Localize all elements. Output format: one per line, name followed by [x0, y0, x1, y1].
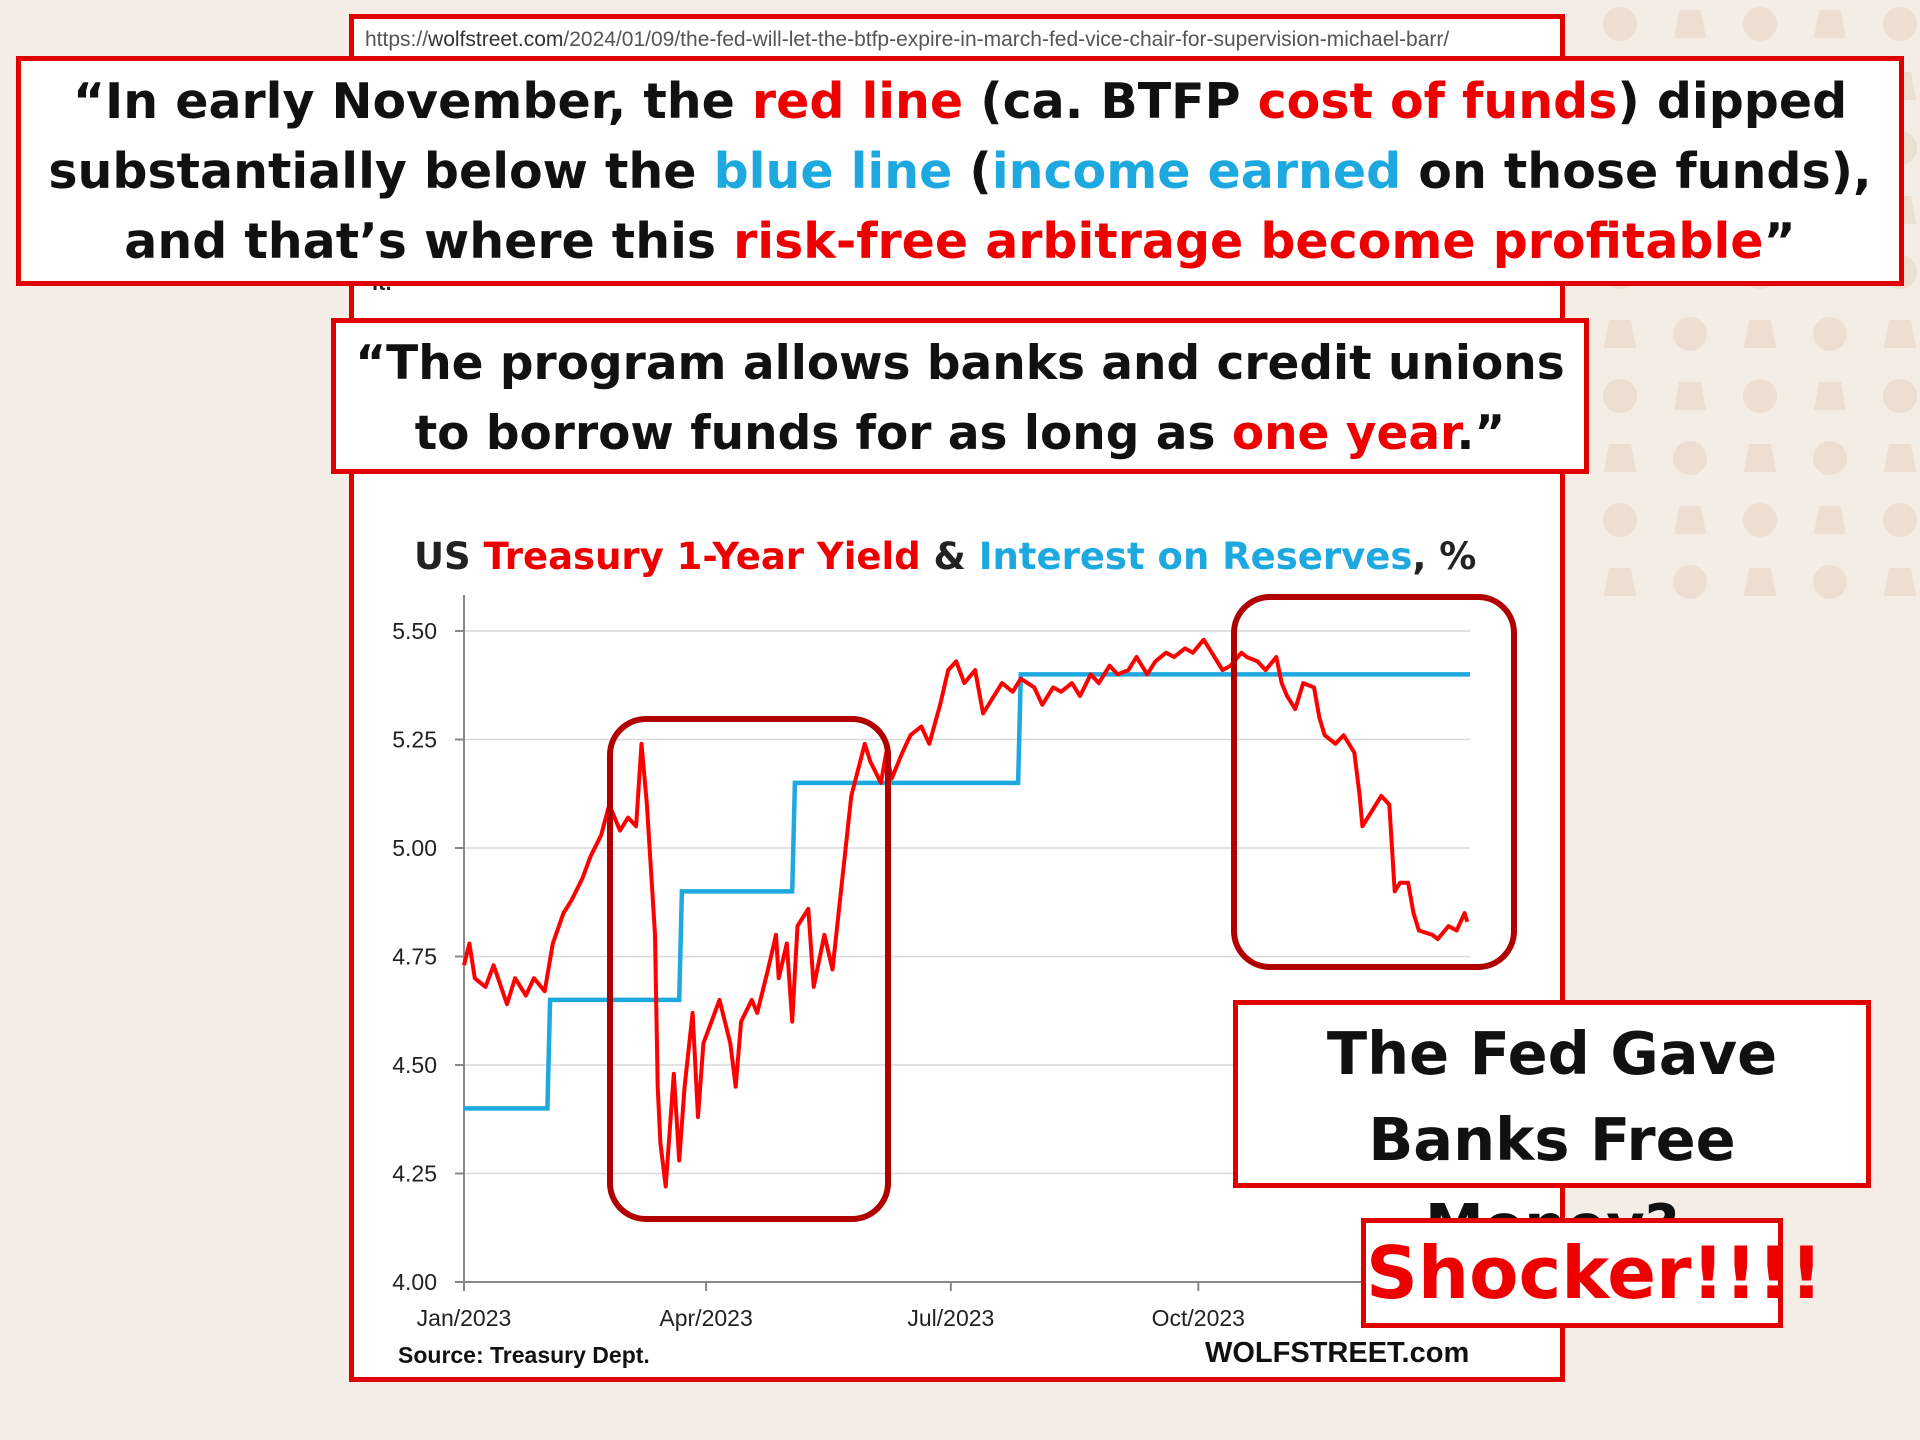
x-tick-label: Apr/2023	[659, 1305, 752, 1331]
pattern-circle	[1743, 379, 1777, 413]
y-tick-label: 4.50	[392, 1052, 437, 1078]
quote-mid-one-year: one year	[1231, 406, 1457, 461]
series-line-treasury-1y-yield	[462, 637, 1470, 1189]
pattern-trapezoid	[1884, 444, 1916, 472]
quote-top-part: (ca. BTFP	[963, 73, 1258, 130]
quote-top-cost-of-funds: cost of funds	[1257, 73, 1618, 130]
chart-title-treasury: Treasury 1-Year Yield	[483, 535, 921, 578]
chart-title: US Treasury 1-Year Yield & Interest on R…	[414, 535, 1476, 578]
pattern-trapezoid	[1674, 10, 1706, 38]
chart-brand: WOLFSTREET.com	[1205, 1337, 1470, 1369]
pattern-trapezoid	[1674, 382, 1706, 410]
y-tick-label: 4.25	[392, 1161, 437, 1187]
pattern-trapezoid	[1744, 568, 1776, 596]
quote-top-arbitrage: risk-free arbitrage become profitable	[733, 213, 1764, 270]
pattern-circle	[1743, 503, 1777, 537]
quote-mid-part: .”	[1456, 406, 1506, 461]
quote-mid-part: “The program allows banks and credit uni…	[355, 336, 1565, 461]
quote-top-part: (	[952, 143, 992, 200]
pattern-trapezoid	[1744, 444, 1776, 472]
pattern-trapezoid	[1884, 568, 1916, 596]
pattern-trapezoid	[1814, 382, 1846, 410]
pattern-trapezoid	[1604, 444, 1636, 472]
quote-callout-program: “The program allows banks and credit uni…	[331, 318, 1589, 474]
x-tick-label: Jan/2023	[417, 1305, 512, 1331]
chart-title-part: &	[920, 535, 979, 578]
pattern-circle	[1603, 7, 1637, 41]
pattern-circle	[1813, 317, 1847, 351]
pattern-trapezoid	[1604, 320, 1636, 348]
quote-top-blue-line: blue line	[713, 143, 953, 200]
pattern-circle	[1673, 441, 1707, 475]
url-path: /2024/01/09/the-fed-will-let-the-btfp-ex…	[563, 28, 1450, 51]
fed-free-money-callout: The Fed Gave Banks Free Money?	[1233, 1000, 1871, 1260]
quote-top-red-line: red line	[751, 73, 964, 130]
quote-top-income-earned: income earned	[991, 143, 1402, 200]
quote-top-part: ) dipped substantially below the	[48, 73, 1848, 200]
pattern-trapezoid	[1884, 320, 1916, 348]
x-tick-label: Oct/2023	[1152, 1305, 1245, 1331]
url-prefix: https://	[365, 28, 429, 51]
quote-top-part: “In early November, the	[72, 73, 752, 130]
series-line-interest-on-reserves	[464, 672, 1470, 1111]
pattern-circle	[1673, 565, 1707, 599]
y-tick-label: 4.75	[392, 944, 437, 970]
highlight-box-march-dip	[607, 716, 891, 1222]
pattern-circle	[1673, 317, 1707, 351]
pattern-circle	[1603, 503, 1637, 537]
y-tick-label: 5.00	[392, 835, 437, 861]
x-tick-label: Jul/2023	[907, 1305, 994, 1331]
pattern-circle	[1883, 7, 1917, 41]
y-tick-label: 5.50	[392, 618, 437, 644]
pattern-circle	[1743, 7, 1777, 41]
chart-title-reserves: Interest on Reserves	[978, 535, 1413, 578]
pattern-trapezoid	[1814, 506, 1846, 534]
quote-top-part: ”	[1763, 213, 1796, 270]
pattern-trapezoid	[1674, 506, 1706, 534]
y-tick-label: 5.25	[392, 727, 437, 753]
pattern-circle	[1813, 565, 1847, 599]
chart-source: Source: Treasury Dept.	[398, 1342, 650, 1368]
chart-title-part: US	[414, 535, 484, 578]
pattern-trapezoid	[1604, 568, 1636, 596]
shocker-callout: Shocker!!!!	[1361, 1218, 1823, 1328]
y-tick-label: 4.00	[392, 1269, 437, 1295]
pattern-trapezoid	[1744, 320, 1776, 348]
pattern-circle	[1883, 503, 1917, 537]
url-bar-text[interactable]: https://wolfstreet.com/2024/01/09/the-fe…	[365, 28, 1565, 56]
url-host: wolfstreet.com	[428, 28, 564, 51]
pattern-circle	[1883, 379, 1917, 413]
quote-callout-top: “In early November, the red line (ca. BT…	[16, 56, 1904, 286]
highlight-box-november-drop	[1231, 594, 1517, 970]
pattern-circle	[1813, 441, 1847, 475]
pattern-trapezoid	[1814, 10, 1846, 38]
chart-title-part: , %	[1412, 535, 1477, 578]
pattern-circle	[1603, 379, 1637, 413]
quote-top-part: on those funds), and that’s where this	[124, 143, 1872, 270]
